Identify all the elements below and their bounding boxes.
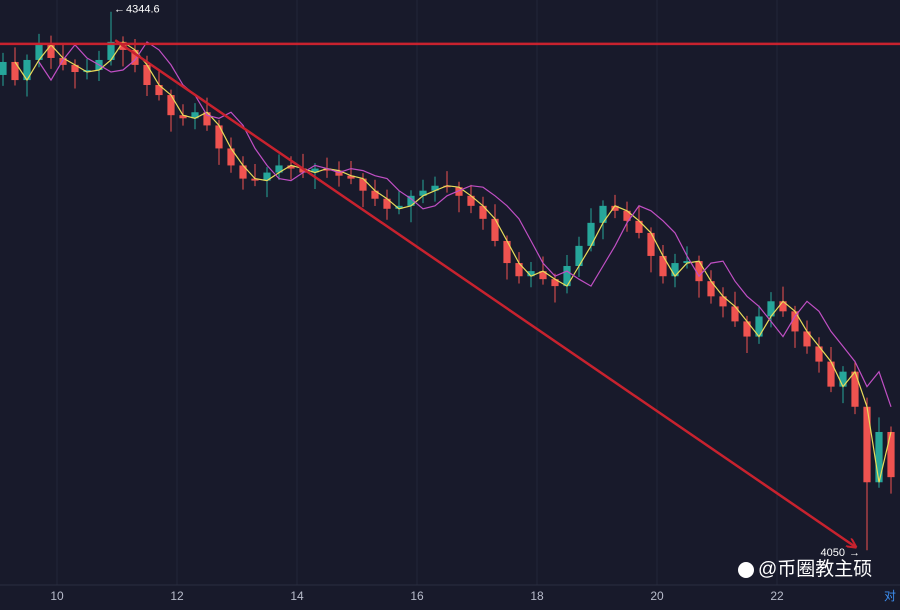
candle-body <box>203 112 211 126</box>
candle-body <box>299 168 307 173</box>
candle-body <box>647 232 655 256</box>
candle-body <box>875 431 883 483</box>
candle-body <box>239 165 247 179</box>
candle-body <box>35 44 43 60</box>
corner-label: 对 <box>884 589 896 603</box>
candle-body <box>551 279 559 287</box>
candle-body <box>419 190 427 196</box>
candle-body <box>527 271 535 277</box>
candle-body <box>575 245 583 266</box>
annotation-label: 4344.6 <box>126 4 160 16</box>
candle-body <box>311 168 319 173</box>
x-tick-label: 14 <box>290 589 304 603</box>
candle-body <box>167 95 175 116</box>
candle-body <box>371 190 379 199</box>
grid-layer <box>56 0 778 585</box>
candle-body <box>815 346 823 362</box>
candle-body <box>467 195 475 206</box>
candle-body <box>155 85 163 96</box>
candle-body <box>59 57 67 65</box>
candle-body <box>623 210 631 221</box>
candle-body <box>791 311 799 332</box>
moving-average-line <box>14 41 892 483</box>
x-tick-label: 20 <box>650 589 664 603</box>
candle-body <box>263 172 271 181</box>
candle-body <box>83 70 91 73</box>
candle-body <box>827 361 835 387</box>
candle-body <box>851 371 859 407</box>
candle-body <box>611 205 619 211</box>
candle-body <box>719 296 727 307</box>
candle-body <box>143 64 151 86</box>
watermark-logo <box>738 562 754 578</box>
candle-body <box>863 406 871 483</box>
candle-body <box>191 112 199 119</box>
candle-body <box>443 185 451 188</box>
candle-body <box>23 59 31 81</box>
candle-body <box>839 371 847 387</box>
candle-body <box>887 431 895 478</box>
candle-body <box>0 61 7 75</box>
candle-body <box>695 261 703 282</box>
candle-body <box>635 220 643 233</box>
candle-body <box>587 222 595 246</box>
candle-body <box>563 265 571 287</box>
candle-body <box>323 168 331 171</box>
candle-body <box>131 49 139 65</box>
candle-body <box>359 178 367 191</box>
candle-body <box>515 263 523 277</box>
candle-body <box>599 205 607 223</box>
x-tick-label: 10 <box>50 589 64 603</box>
x-tick-label: 18 <box>530 589 544 603</box>
candle-body <box>395 205 403 209</box>
candle-body <box>803 331 811 347</box>
candle-body <box>347 175 355 179</box>
x-tick-label: 22 <box>770 589 784 603</box>
candle-body <box>731 306 739 322</box>
candle-body <box>71 64 79 73</box>
candle-body <box>107 41 115 60</box>
candle-body <box>251 178 259 181</box>
annotation-arrow: → <box>849 547 860 559</box>
candle-body <box>407 195 415 206</box>
candle-body <box>503 240 511 264</box>
candle-body <box>659 255 667 277</box>
candle-body <box>47 44 55 58</box>
candle-body <box>227 148 235 166</box>
candle-body <box>431 185 439 191</box>
x-tick-label: 12 <box>170 589 184 603</box>
candle-body <box>707 281 715 297</box>
candle-body <box>491 218 499 241</box>
candle-body <box>383 198 391 209</box>
plot-layer <box>0 11 900 551</box>
candle-body <box>539 271 547 280</box>
trend-arrow <box>114 39 855 546</box>
watermark: @币圈教主硕 <box>758 558 872 580</box>
candle-body <box>479 205 487 219</box>
candle-body <box>767 301 775 317</box>
candle-body <box>11 61 19 81</box>
annotation-arrow: ← <box>114 4 125 16</box>
candle-body <box>683 261 691 264</box>
candle-body <box>179 115 187 119</box>
candle-body <box>671 263 679 277</box>
candle-body <box>743 321 751 337</box>
candle-body <box>275 165 283 173</box>
candle-body <box>755 316 763 337</box>
candle-body <box>215 125 223 149</box>
x-tick-label: 16 <box>410 589 424 603</box>
annotation-label: 4050 <box>821 547 845 559</box>
candle-body <box>779 301 787 312</box>
candle-body <box>287 165 295 169</box>
moving-average-line <box>38 41 892 407</box>
candle-body <box>455 187 463 196</box>
